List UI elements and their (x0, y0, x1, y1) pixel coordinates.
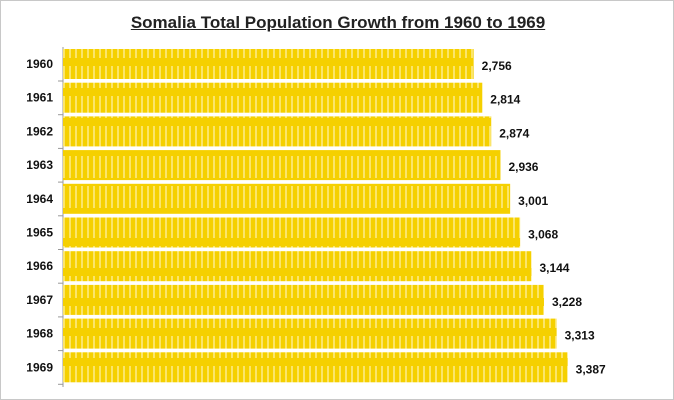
data-label: 3,228 (552, 295, 582, 309)
y-tick-label: 1962 (26, 124, 53, 138)
bar-1968 (63, 318, 557, 349)
data-label: 2,874 (499, 126, 529, 140)
bar-1967 (63, 284, 544, 315)
y-tick-label: 1960 (26, 57, 53, 71)
bar-1964 (63, 183, 511, 214)
data-label: 2,756 (482, 59, 512, 73)
bar-1965 (63, 217, 521, 248)
data-label: 3,387 (576, 362, 606, 376)
data-label: 3,313 (565, 329, 595, 343)
y-tick-label: 1968 (26, 327, 53, 341)
chart-title: Somalia Total Population Growth from 196… (130, 13, 546, 32)
bar-1963 (63, 150, 501, 181)
y-tick-label: 1963 (26, 158, 53, 172)
bar-1962 (63, 116, 492, 147)
y-tick-label: 1966 (26, 259, 53, 273)
data-label: 3,001 (518, 194, 548, 208)
y-tick-label: 1964 (26, 192, 53, 206)
bar-1966 (63, 251, 532, 282)
y-tick-label: 1965 (26, 226, 53, 240)
data-label: 3,144 (539, 261, 569, 275)
y-tick-label: 1967 (26, 293, 53, 307)
data-label: 2,936 (508, 160, 538, 174)
data-label: 2,814 (490, 93, 520, 107)
bar-1969 (63, 352, 568, 383)
bar-1961 (63, 82, 483, 113)
y-tick-label: 1961 (26, 91, 53, 105)
data-label: 3,068 (528, 228, 558, 242)
y-tick-label: 1969 (26, 360, 53, 374)
bar-1960 (63, 49, 474, 79)
